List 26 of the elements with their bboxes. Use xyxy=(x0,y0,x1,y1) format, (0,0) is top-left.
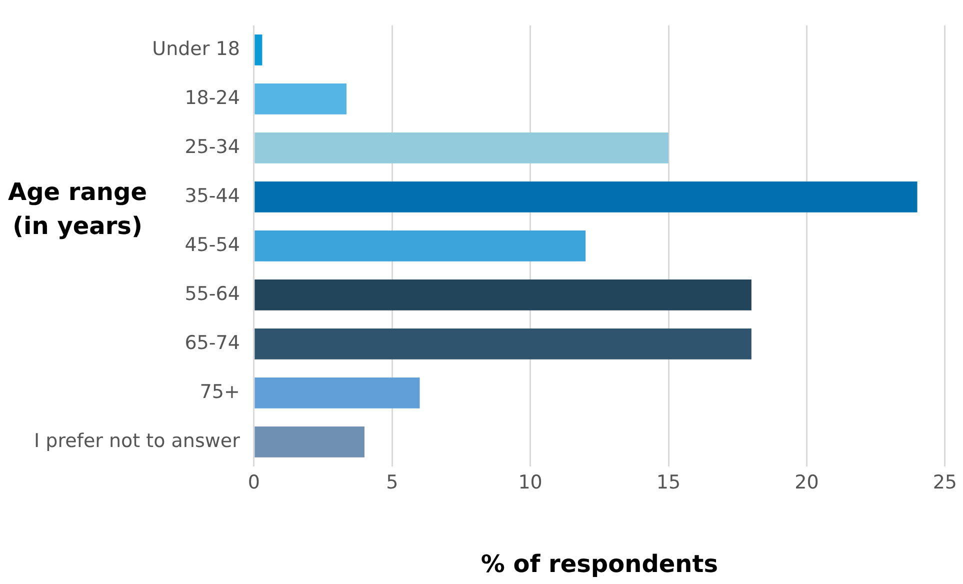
x-tick-label: 10 xyxy=(518,472,542,494)
bar xyxy=(254,34,262,66)
y-tick-label: 45-54 xyxy=(184,234,240,256)
x-tick-label: 5 xyxy=(386,472,398,494)
bar xyxy=(254,83,347,114)
x-tick-label: 20 xyxy=(794,472,819,494)
y-tick-label: 18-24 xyxy=(184,86,240,109)
x-tick-label: 25 xyxy=(932,472,958,494)
y-tick-label: Under 18 xyxy=(152,38,240,60)
y-axis-title: Age range (in years) xyxy=(7,177,148,242)
bar xyxy=(254,181,918,212)
bar xyxy=(254,132,669,164)
y-tick-label: I prefer not to answer xyxy=(34,430,240,452)
bar xyxy=(254,377,420,408)
bar xyxy=(254,328,752,360)
bar xyxy=(254,426,364,458)
x-tick-label: 0 xyxy=(248,472,260,494)
y-tick-label: 25-34 xyxy=(184,136,240,158)
y-tick-label: 35-44 xyxy=(184,184,240,207)
bar xyxy=(254,279,752,310)
x-axis-title: % of respondents xyxy=(480,550,718,578)
y-tick-label: 55-64 xyxy=(184,282,240,305)
bar xyxy=(254,230,586,262)
x-tick-label: 15 xyxy=(656,472,681,494)
y-tick-label: 75+ xyxy=(200,380,240,403)
y-tick-label: 65-74 xyxy=(184,332,240,354)
